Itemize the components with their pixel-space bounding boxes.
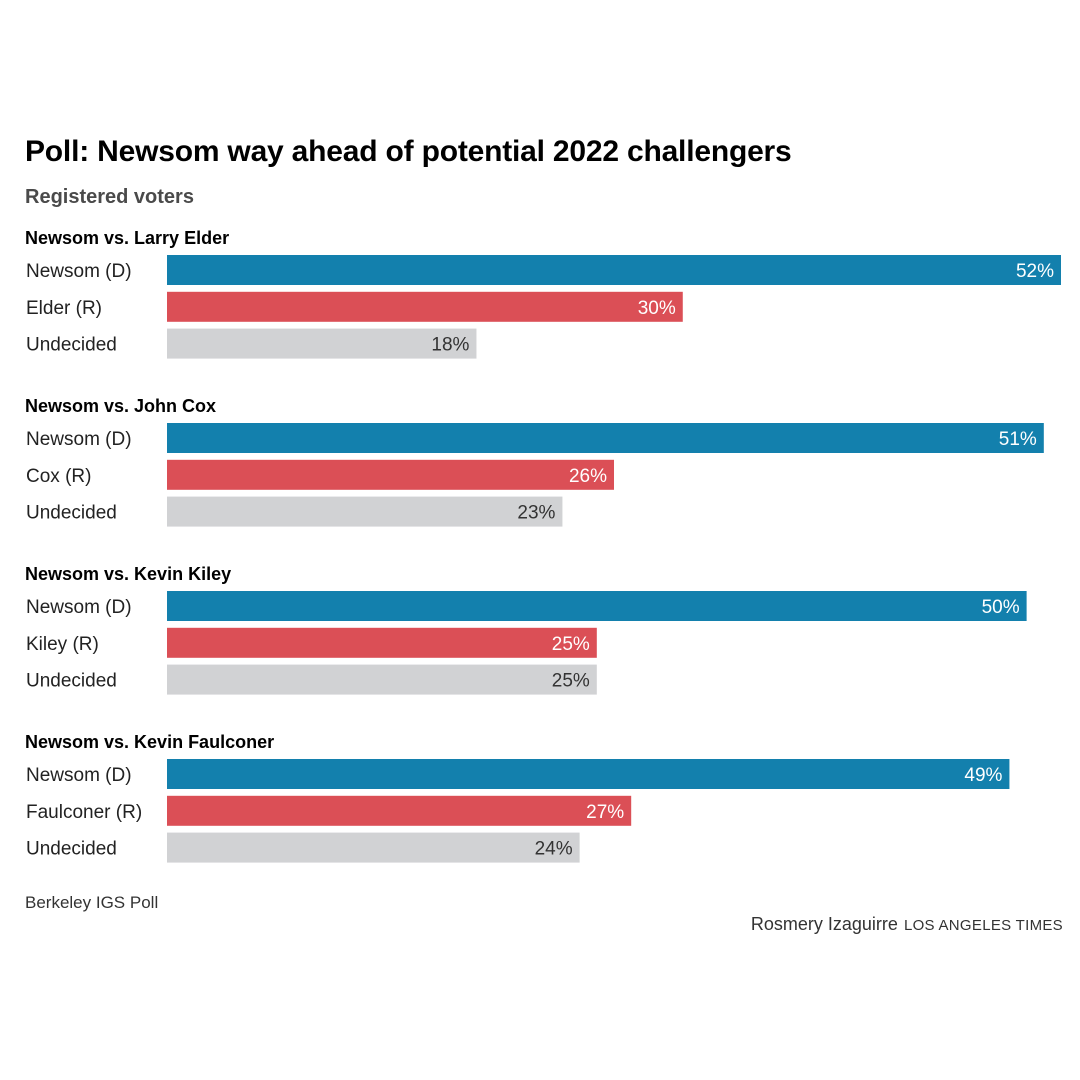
chart-subtitle: Registered voters (25, 186, 194, 208)
bar-label: Newsom (D) (26, 597, 132, 618)
bar-democrat (167, 591, 1027, 621)
group-title: Newsom vs. Kevin Faulconer (25, 732, 274, 752)
bar-label: Elder (R) (26, 298, 102, 319)
bar-label: Undecided (26, 503, 117, 524)
credit-publisher: LOS ANGELES TIMES (903, 917, 1063, 934)
value-label: 27% (586, 802, 624, 823)
bar-undecided (167, 832, 580, 863)
value-label: 49% (964, 765, 1002, 786)
bar-democrat (167, 759, 1010, 789)
bar-republican (167, 459, 614, 490)
bar-label: Kiley (R) (26, 634, 99, 655)
value-label: 52% (1016, 261, 1054, 282)
credit-author: Rosmery Izaguirre (750, 914, 898, 934)
bar-label: Cox (R) (26, 466, 91, 487)
bar-label: Newsom (D) (26, 765, 132, 786)
bar-undecided (167, 496, 563, 527)
value-label: 24% (535, 839, 573, 860)
bar-label: Undecided (26, 671, 117, 692)
chart-title: Poll: Newsom way ahead of potential 2022… (25, 135, 792, 168)
bar-democrat (167, 255, 1061, 285)
bar-label: Undecided (26, 839, 117, 860)
bar-label: Newsom (D) (26, 429, 132, 450)
bar-republican (167, 795, 632, 826)
bar-label: Faulconer (R) (26, 802, 142, 823)
value-label: 51% (999, 429, 1037, 450)
value-label: 25% (552, 671, 590, 692)
group-title: Newsom vs. John Cox (25, 396, 216, 416)
group-title: Newsom vs. Kevin Kiley (25, 564, 231, 584)
group-title: Newsom vs. Larry Elder (25, 228, 229, 248)
credit-line: Rosmery Izaguirre LOS ANGELES TIMES (751, 914, 1063, 935)
value-label: 23% (517, 503, 555, 524)
bar-label: Newsom (D) (26, 261, 132, 282)
bar-democrat (167, 423, 1044, 453)
value-label: 26% (569, 466, 607, 487)
value-label: 25% (552, 634, 590, 655)
value-label: 18% (431, 335, 469, 356)
value-label: 30% (638, 298, 676, 319)
bar-republican (167, 291, 683, 322)
bar-undecided (167, 328, 477, 359)
bar-undecided (167, 664, 597, 695)
bar-label: Undecided (26, 335, 117, 356)
source-note: Berkeley IGS Poll (25, 893, 159, 912)
bar-republican (167, 627, 597, 658)
value-label: 50% (982, 597, 1020, 618)
